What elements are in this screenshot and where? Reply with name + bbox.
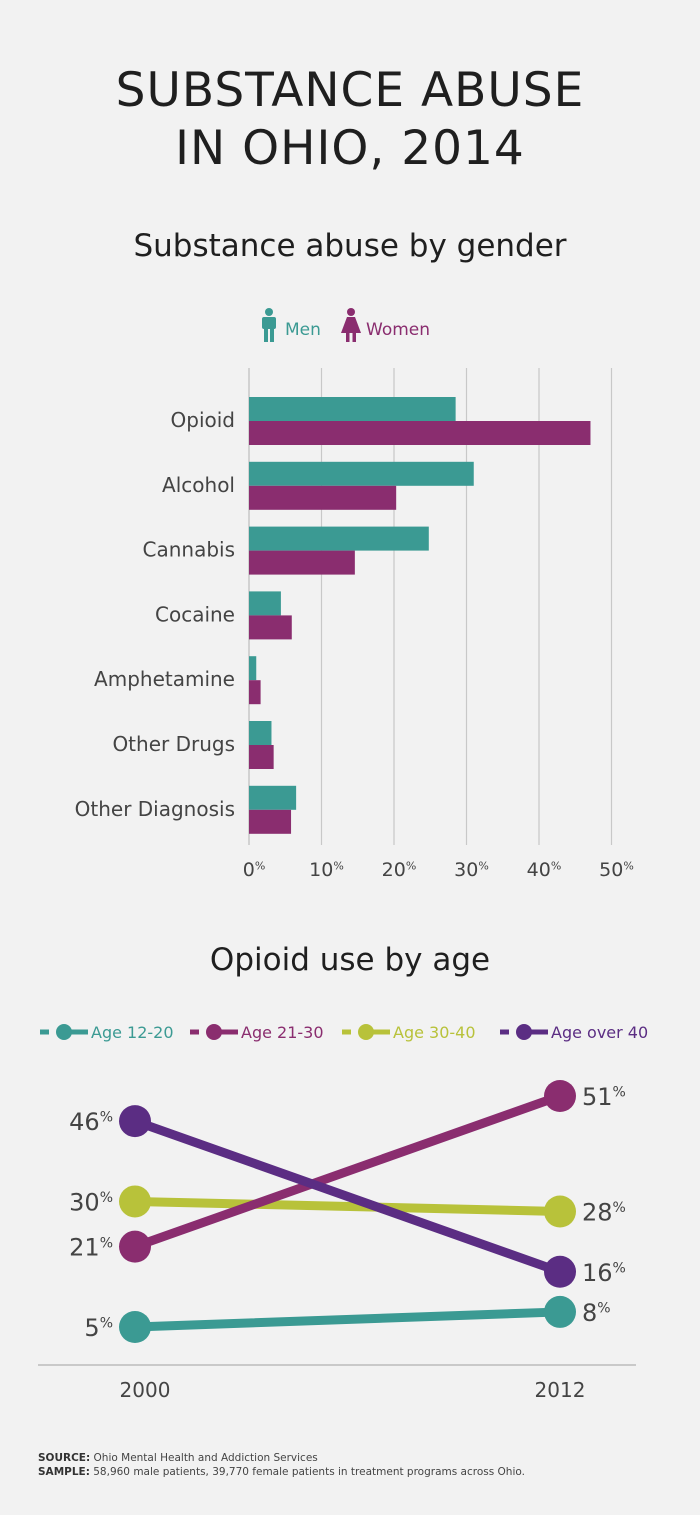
bar-women (249, 745, 274, 769)
x-tick-label: 20% (382, 859, 417, 881)
legend-label: Age over 40 (551, 1023, 648, 1042)
age-line-chart: Age 12-20 Age 21-30 Age 30-40 Age over 40 20… (38, 1023, 648, 1402)
bar-women (249, 550, 355, 575)
gender-bar-chart: Men Women 0% 10% 20% 30% 40% 50% Opioid Alcohol Ca… (75, 308, 634, 881)
series-line (130, 1091, 565, 1252)
legend-item: Age over 40 (500, 1023, 648, 1042)
x-tick-label: 2000 (120, 1378, 171, 1402)
category-label: Other Drugs (112, 732, 235, 756)
x-tick-label: 2012 (535, 1378, 586, 1402)
bar-women (249, 615, 292, 640)
category-label: Cannabis (143, 538, 236, 562)
source-text: Ohio Mental Health and Addiction Service… (93, 1452, 318, 1464)
category-label: Cocaine (155, 602, 235, 626)
series-line (130, 1307, 565, 1332)
bar-men (249, 526, 429, 551)
men-icon (262, 308, 276, 342)
main-title-line-2: IN OHIO, 2014 (175, 121, 525, 176)
data-label: 5% (84, 1314, 113, 1342)
data-label: 28% (582, 1199, 626, 1227)
x-tick-label: 0% (243, 859, 266, 881)
bar-women (249, 809, 292, 834)
data-point (544, 1255, 576, 1288)
category-label: Opioid (171, 408, 235, 432)
data-label: 51% (582, 1083, 626, 1111)
bar-legend: Men Women (262, 308, 430, 342)
x-tick-label: 30% (454, 859, 489, 881)
bar-men (249, 461, 474, 486)
x-tick-label: 50% (599, 859, 634, 881)
data-point (544, 1080, 576, 1112)
legend-label: Age 30-40 (393, 1023, 476, 1042)
category-label: Alcohol (162, 473, 235, 497)
data-label: 16% (582, 1259, 626, 1287)
bar-men (249, 785, 297, 810)
bar-women (249, 485, 397, 510)
legend-label: Age 12-20 (91, 1023, 174, 1042)
data-point (119, 1311, 151, 1343)
data-label: 46% (69, 1108, 113, 1136)
data-label: 30% (69, 1188, 113, 1216)
source-label: SOURCE: (38, 1452, 91, 1464)
sample-text: 58,960 male patients, 39,770 female pati… (93, 1466, 525, 1478)
data-point (544, 1195, 576, 1228)
sample-note: SAMPLE: 58,960 male patients, 39,770 fem… (38, 1466, 525, 1478)
bar-women (249, 421, 591, 445)
legend-women-label: Women (366, 320, 430, 340)
sample-label: SAMPLE: (38, 1466, 90, 1478)
women-icon (341, 308, 361, 342)
legend-label: Age 21-30 (241, 1023, 324, 1042)
data-label: 21% (69, 1234, 113, 1262)
bar-men (249, 591, 281, 616)
data-label: 8% (582, 1299, 611, 1327)
x-tick-label: 40% (527, 859, 562, 881)
line-chart-title: Opioid use by age (209, 942, 491, 978)
data-point (119, 1185, 151, 1218)
bar-chart-title: Substance abuse by gender (133, 228, 567, 264)
bar-men (249, 656, 257, 681)
bar-women (249, 680, 261, 705)
legend-item: Age 30-40 (342, 1023, 476, 1042)
legend-item: Age 21-30 (190, 1023, 324, 1042)
category-label: Other Diagnosis (75, 797, 235, 821)
bar-men (249, 397, 456, 421)
data-point (119, 1105, 151, 1138)
category-label: Amphetamine (94, 667, 235, 691)
series-line (130, 1196, 565, 1216)
series-line (130, 1116, 565, 1277)
legend-item: Age 12-20 (40, 1023, 174, 1042)
legend-men-label: Men (285, 320, 321, 340)
data-point (544, 1295, 576, 1328)
main-title-line-1: SUBSTANCE ABUSE (115, 63, 585, 118)
source-note: SOURCE: Ohio Mental Health and Addiction… (38, 1452, 318, 1464)
data-point (119, 1230, 151, 1263)
main-title: SUBSTANCE ABUSE IN OHIO, 2014 (0, 62, 700, 178)
x-tick-label: 10% (309, 859, 344, 881)
bar-men (249, 721, 272, 745)
